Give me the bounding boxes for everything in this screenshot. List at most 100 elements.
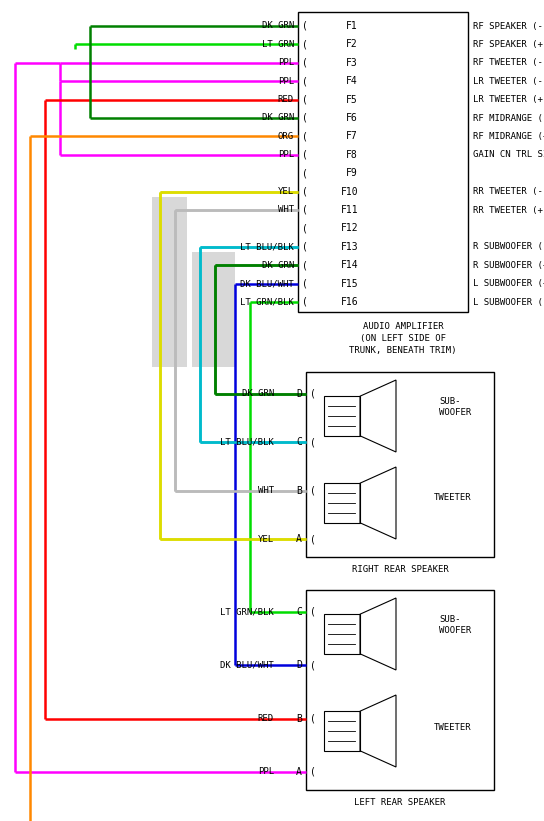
Text: YEL: YEL [258,534,274,544]
Text: (ON LEFT SIDE OF: (ON LEFT SIDE OF [360,334,446,343]
Text: F2: F2 [346,39,358,49]
Text: (: ( [302,278,308,289]
Text: F9: F9 [346,168,358,178]
Text: (: ( [310,713,316,723]
Text: B: B [296,486,302,496]
Text: RR TWEETER (-): RR TWEETER (-) [473,187,544,196]
Text: DK GRN: DK GRN [262,113,294,122]
Text: SUB-
WOOFER: SUB- WOOFER [439,397,471,417]
Text: F12: F12 [341,223,358,233]
Text: RED: RED [278,95,294,104]
Text: WHT: WHT [258,486,274,495]
Text: F15: F15 [341,278,358,289]
Text: (: ( [310,534,316,544]
Text: SUB-
WOOFER: SUB- WOOFER [439,615,471,635]
Text: (: ( [302,168,308,178]
Text: (: ( [310,486,316,496]
Text: (: ( [310,767,316,777]
Text: LT BLU/BLK: LT BLU/BLK [220,438,274,447]
Text: WHT: WHT [278,205,294,214]
Text: D: D [296,660,302,670]
Text: R SUBWOOFER (-): R SUBWOOFER (-) [473,242,544,251]
Text: LT GRN/BLK: LT GRN/BLK [240,297,294,306]
Text: (: ( [302,149,308,160]
Text: (: ( [302,113,308,123]
Text: RF SPEAKER (-): RF SPEAKER (-) [473,21,544,30]
Text: A: A [296,534,302,544]
Text: RF MIDRANGE (-): RF MIDRANGE (-) [473,113,544,122]
Text: (: ( [302,57,308,68]
Bar [324,614,360,654]
Text: LT GRN: LT GRN [262,40,294,49]
Bar [324,484,360,523]
Text: RR TWEETER (+): RR TWEETER (+) [473,205,544,214]
Text: (: ( [302,76,308,86]
Text: (: ( [310,438,316,447]
Text: ORG: ORG [278,132,294,141]
Text: LR TWEETER (+): LR TWEETER (+) [473,95,544,104]
Text: GAIN CN TRL SIG: GAIN CN TRL SIG [473,150,544,159]
Text: (: ( [310,389,316,399]
Text: (: ( [302,21,308,31]
Text: F14: F14 [341,260,358,270]
Text: RF SPEAKER (+): RF SPEAKER (+) [473,40,544,49]
Text: F11: F11 [341,205,358,215]
Text: R SUBWOOFER (+): R SUBWOOFER (+) [473,261,544,270]
Text: (: ( [302,39,308,49]
Text: LEFT REAR SPEAKER: LEFT REAR SPEAKER [354,798,446,807]
Text: F1: F1 [346,21,358,31]
Text: F6: F6 [346,113,358,123]
Bar [324,711,360,750]
Text: F5: F5 [346,94,358,104]
Text: F10: F10 [341,186,358,196]
Text: (: ( [302,242,308,252]
Text: (: ( [302,223,308,233]
Text: L SUBWOOFER (-): L SUBWOOFER (-) [473,297,544,306]
Text: D: D [296,389,302,399]
Text: F13: F13 [341,242,358,252]
Text: PPL: PPL [278,150,294,159]
Text: LT BLU/BLK: LT BLU/BLK [240,242,294,251]
Text: DK GRN: DK GRN [242,389,274,398]
Bar [324,397,360,436]
Text: (: ( [302,297,308,307]
Bar [306,372,494,557]
Bar [298,12,468,312]
Text: C: C [296,607,302,617]
Text: F7: F7 [346,131,358,141]
Bar [152,196,187,367]
Text: B: B [296,713,302,723]
Text: (: ( [302,186,308,196]
Text: TWEETER: TWEETER [434,493,472,502]
Text: (: ( [302,260,308,270]
Text: PPL: PPL [258,768,274,777]
Text: DK GRN: DK GRN [262,261,294,270]
Text: L SUBWOOFER (+): L SUBWOOFER (+) [473,279,544,288]
Bar [306,590,494,790]
Text: RF MIDRANGE (+): RF MIDRANGE (+) [473,132,544,141]
Text: TRUNK, BENEATH TRIM): TRUNK, BENEATH TRIM) [349,346,457,355]
Text: PPL: PPL [278,58,294,67]
Text: RIGHT REAR SPEAKER: RIGHT REAR SPEAKER [351,565,448,574]
Text: DK BLU/WHT: DK BLU/WHT [220,661,274,670]
Text: RED: RED [258,714,274,723]
Text: (: ( [302,94,308,104]
Text: PPL: PPL [278,76,294,85]
Text: F8: F8 [346,149,358,160]
Text: (: ( [310,607,316,617]
Text: TWEETER: TWEETER [434,723,472,732]
Text: LR TWEETER (-): LR TWEETER (-) [473,76,544,85]
Text: (: ( [302,205,308,215]
Text: (: ( [310,660,316,670]
Text: F3: F3 [346,57,358,68]
Text: F4: F4 [346,76,358,86]
Text: A: A [296,767,302,777]
Bar [192,252,235,367]
Text: F16: F16 [341,297,358,307]
Text: C: C [296,438,302,447]
Text: (: ( [302,131,308,141]
Text: RF TWEETER (-): RF TWEETER (-) [473,58,544,67]
Text: YEL: YEL [278,187,294,196]
Text: DK GRN: DK GRN [262,21,294,30]
Text: LT GRN/BLK: LT GRN/BLK [220,608,274,617]
